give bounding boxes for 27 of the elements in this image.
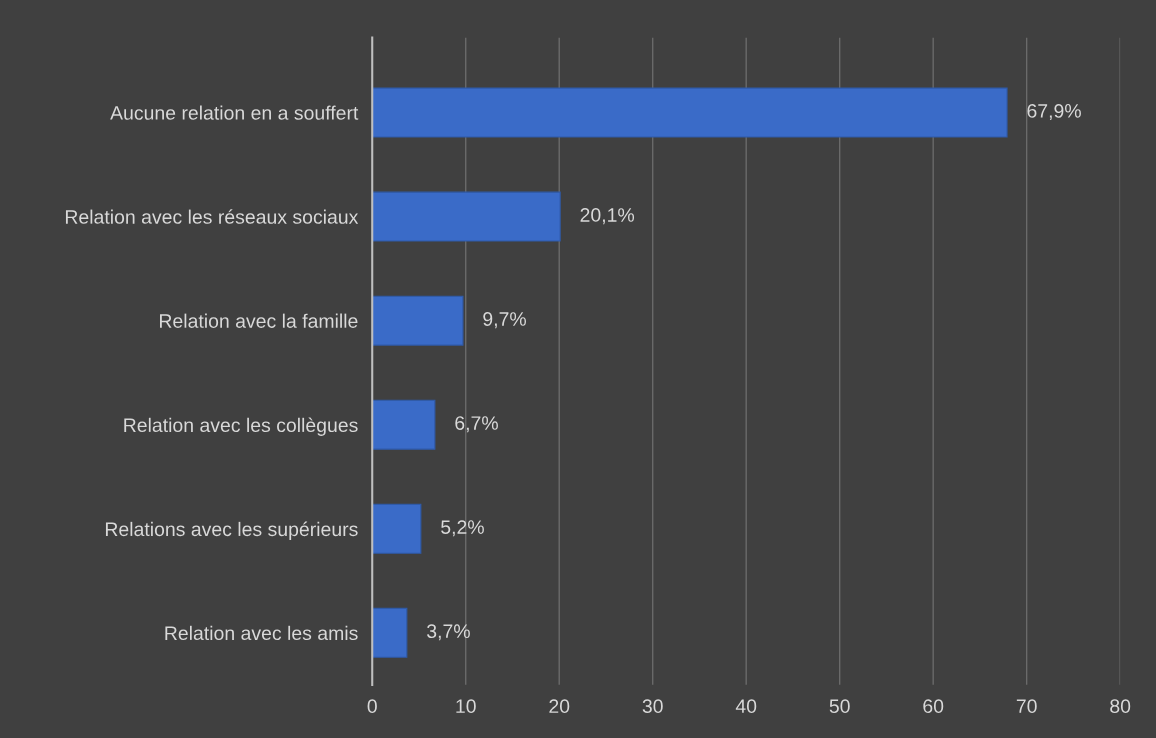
y-tick-label: Aucune relation en a souffert xyxy=(110,105,359,120)
bar xyxy=(372,87,1008,138)
x-tick-label: 30 xyxy=(642,699,663,714)
x-tick-label: 60 xyxy=(923,699,944,714)
y-tick-label: Relation avec la famille xyxy=(160,313,358,328)
y-tick-label: Relations avec les supérieurs xyxy=(105,521,358,540)
x-tick-label: 50 xyxy=(829,699,850,714)
x-tick-label: 0 xyxy=(367,699,377,714)
bar xyxy=(372,607,408,658)
x-tick-label: 40 xyxy=(735,699,757,714)
y-tick-label: Relation avec les amis xyxy=(165,625,358,641)
data-label: 9,7% xyxy=(483,312,526,329)
data-label: 20,1% xyxy=(580,208,635,225)
data-label: 67,9% xyxy=(1027,104,1081,121)
data-label: 6,7% xyxy=(455,416,498,433)
bar xyxy=(372,295,464,346)
x-tick-label: 20 xyxy=(549,699,570,714)
y-tick-label: Relation avec les réseaux sociaux xyxy=(65,209,359,224)
bar xyxy=(372,503,422,554)
data-label: 3,7% xyxy=(427,624,470,641)
data-label: 5,2% xyxy=(441,520,484,537)
x-tick-label: 10 xyxy=(456,699,476,714)
bar xyxy=(372,191,561,242)
bar xyxy=(372,399,436,450)
y-tick-label: Relation avec les collègues xyxy=(124,417,358,436)
x-tick-label: 70 xyxy=(1016,699,1037,714)
x-tick-label: 80 xyxy=(1110,699,1131,714)
